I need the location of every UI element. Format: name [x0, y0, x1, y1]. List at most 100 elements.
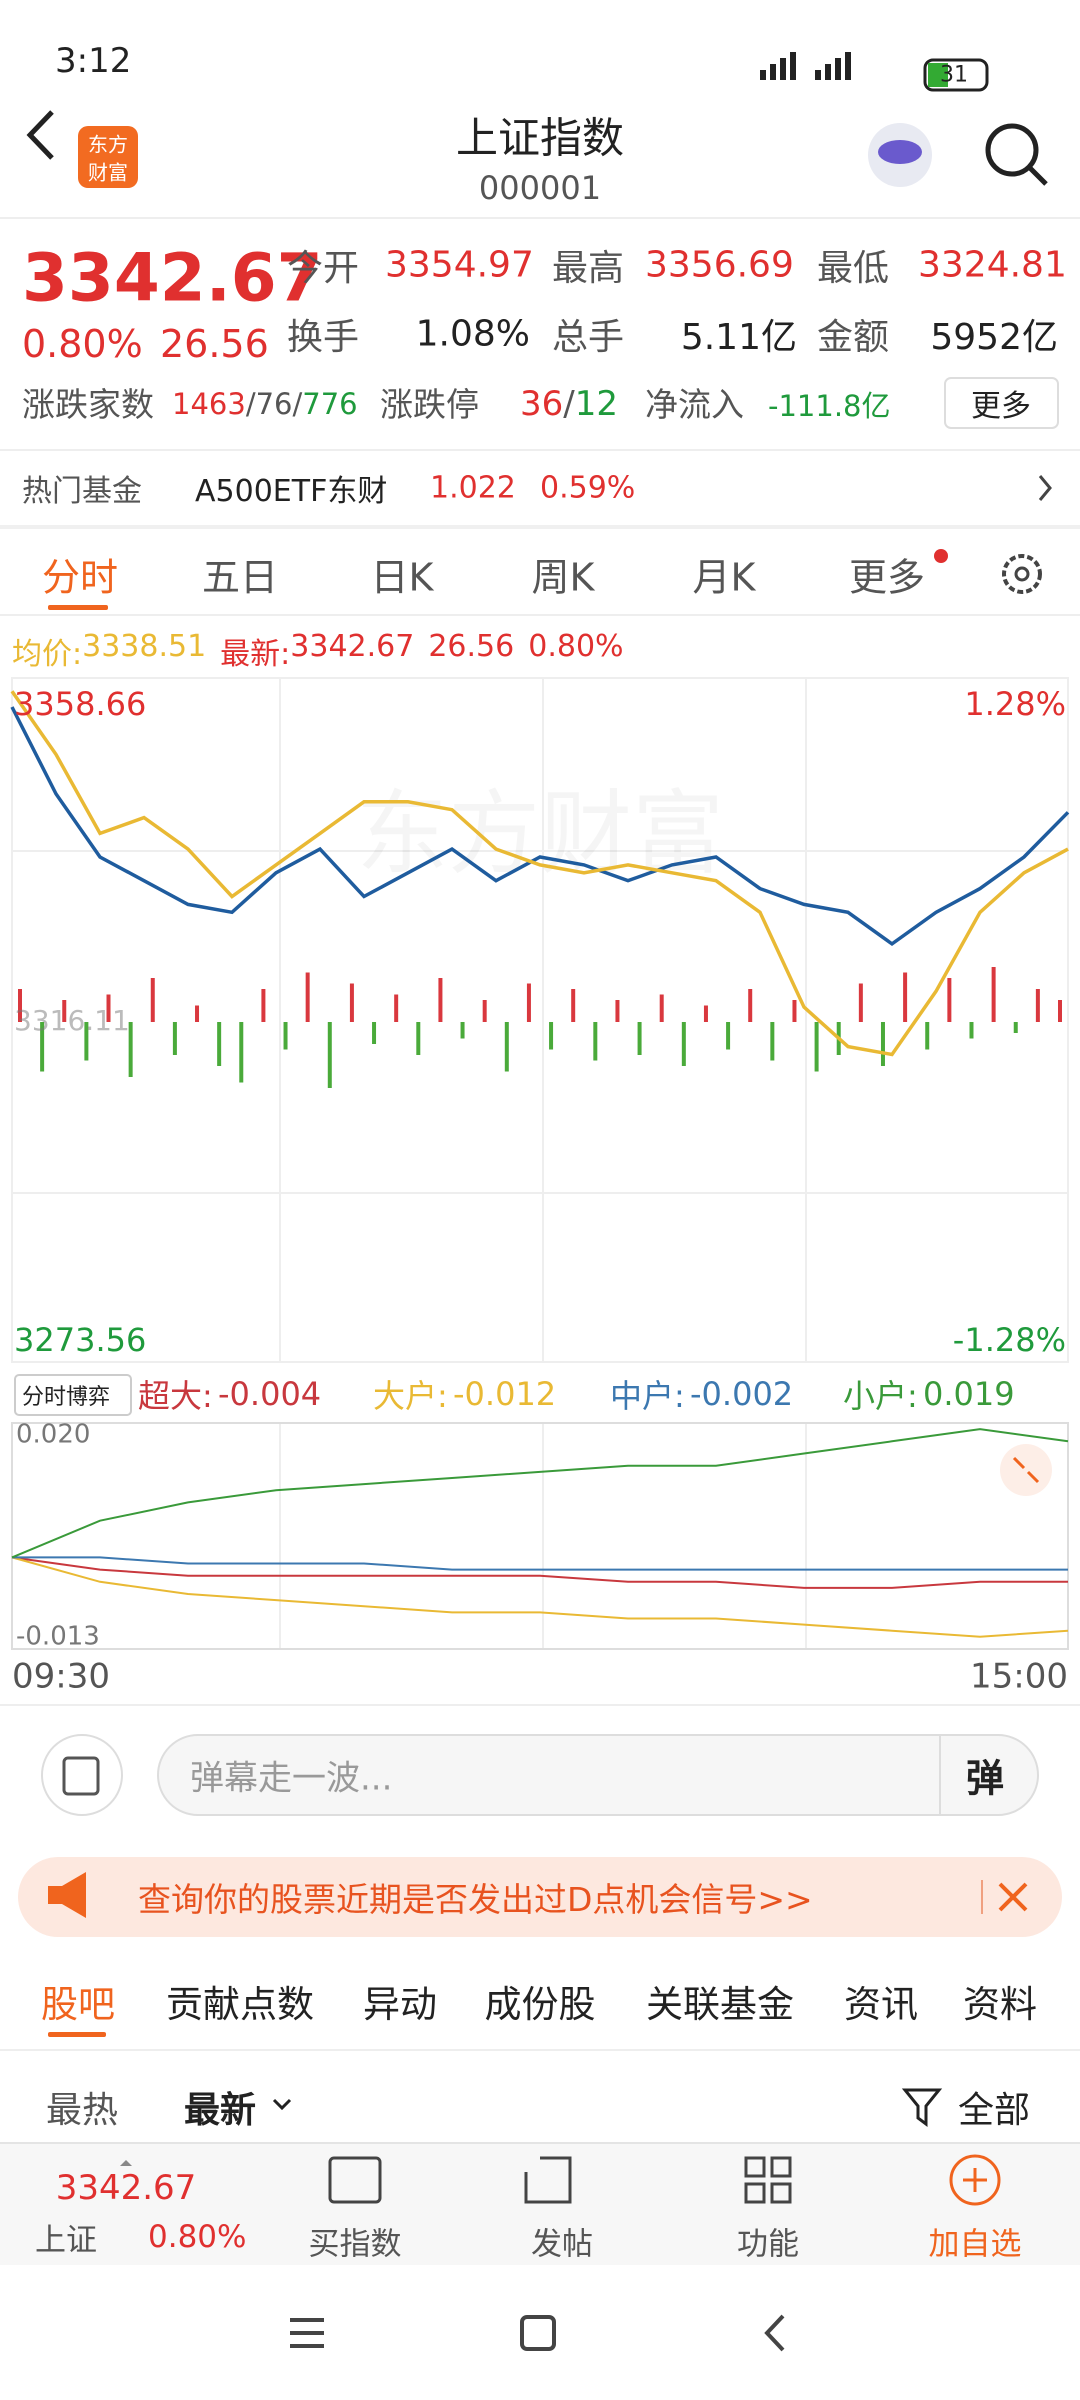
comment-icon[interactable] — [41, 1734, 123, 1816]
filter-icon[interactable] — [901, 2088, 943, 2127]
volume-bar — [1035, 989, 1040, 1022]
bottom-item[interactable]: 功能 — [737, 2226, 799, 2263]
limit-down: 12 — [574, 384, 618, 424]
settings-core — [1014, 566, 1030, 582]
x-tick-label: 15:00 — [970, 1657, 1068, 1697]
sep: / — [245, 387, 256, 421]
stat-value: 3324.81 — [918, 244, 1067, 286]
chevron[interactable] — [1038, 475, 1052, 501]
comment-input[interactable] — [157, 1734, 1039, 1816]
bottom-item[interactable]: 加自选 — [928, 2226, 1022, 2263]
stat-value: 1.08% — [415, 313, 530, 355]
nav-menu[interactable] — [290, 2318, 324, 2348]
close-icon[interactable] — [998, 1882, 1028, 1912]
bottom-pct: 0.80% — [148, 2219, 247, 2255]
volume-bar — [305, 972, 310, 1022]
limit: 36/12 — [520, 384, 618, 424]
avg-label: 均价: — [12, 637, 83, 672]
comment-glyph — [62, 1756, 100, 1796]
volume-bar — [84, 1022, 89, 1061]
chart-tab[interactable]: 月K — [692, 555, 756, 600]
nav-back[interactable] — [764, 2314, 785, 2352]
community-tab[interactable]: 成份股 — [484, 1983, 596, 2026]
comment-placeholder[interactable]: 弹幕走一波... — [190, 1758, 393, 1799]
stat-value: 5.11亿 — [680, 317, 797, 358]
stat-label: 换手 — [287, 317, 360, 358]
community-tab[interactable]: 异动 — [363, 1983, 437, 2026]
flow-selector[interactable]: 分时博弈 — [22, 1385, 111, 1410]
volume-bar — [261, 989, 266, 1022]
more-text[interactable]: 更多 — [971, 389, 1031, 424]
battery-level — [928, 63, 948, 87]
community-tab[interactable]: 资料 — [963, 1983, 1037, 2026]
limit-up: 36 — [520, 384, 564, 424]
fund-change: 0.59% — [540, 470, 636, 506]
y-tick-label: -0.013 — [16, 1621, 100, 1651]
search-icon[interactable] — [985, 123, 1039, 177]
nav-home[interactable] — [520, 2315, 556, 2351]
legend-value: -0.012 — [453, 1375, 557, 1413]
info-line: 均价: 3338.51 最新: 3342.67 26.56 0.80% — [12, 629, 624, 673]
fund-name[interactable]: A500ETF东财 — [195, 474, 388, 509]
buy-icon[interactable] — [328, 2156, 382, 2204]
logo-text: 东方 — [88, 132, 128, 157]
community-tab[interactable]: 资讯 — [844, 1983, 918, 2026]
volume-bar — [460, 1022, 465, 1039]
chart-tab[interactable]: 分时 — [41, 555, 119, 600]
volume-bar — [394, 994, 399, 1022]
down-count: 776 — [302, 387, 358, 421]
sort-new[interactable]: 最新 — [184, 2090, 257, 2131]
community-tab[interactable]: 贡献点数 — [166, 1983, 314, 2026]
sort-hot[interactable]: 最热 — [46, 2090, 119, 2131]
chart-tab[interactable]: 更多 — [848, 555, 926, 600]
volume-bar — [526, 983, 531, 1022]
y-min-label: 3273.56 — [14, 1321, 146, 1359]
code: 000001 — [478, 169, 602, 207]
danmaku-button[interactable]: 弹 — [965, 1756, 1005, 1801]
volume-bar — [549, 1022, 554, 1050]
volume-bar — [792, 1000, 797, 1022]
bottom-item[interactable]: 买指数 — [308, 2226, 402, 2263]
stat-label: 最低 — [817, 248, 890, 289]
sort-all[interactable]: 全部 — [958, 2090, 1031, 2131]
post-icon[interactable] — [524, 2156, 572, 2204]
volume-bar — [858, 983, 863, 1022]
banner-text[interactable]: 查询你的股票近期是否发出过D点机会信号>> — [138, 1880, 813, 1919]
sep: / — [292, 387, 303, 421]
legend-value: -0.004 — [218, 1375, 322, 1413]
price: 3342.67 — [22, 239, 323, 317]
bottom-index: 上证 — [35, 2222, 97, 2259]
expand-arrows — [1012, 1456, 1040, 1484]
community-tab[interactable]: 股吧 — [41, 1983, 115, 2026]
flow-line — [11, 1428, 1069, 1559]
chart-tab[interactable]: 周K — [531, 555, 595, 600]
volume-bar — [106, 994, 111, 1022]
function-icon[interactable] — [744, 2156, 792, 2204]
flow-line — [11, 1556, 1069, 1638]
breadth: 1463/76/776 — [172, 387, 358, 421]
expand-icon[interactable] — [1000, 1444, 1052, 1496]
dropdown-arrow[interactable] — [272, 2098, 292, 2111]
add-icon[interactable] — [949, 2154, 1001, 2206]
selector-box[interactable] — [14, 1374, 132, 1416]
volume-bar — [18, 989, 22, 1022]
volume-bar — [482, 1000, 487, 1022]
volume-bar — [349, 983, 354, 1022]
tab-underline — [48, 2032, 106, 2037]
legend-value: -0.002 — [690, 1375, 794, 1413]
sep: / — [563, 384, 575, 424]
chart-tab[interactable]: 五日 — [201, 555, 279, 600]
chart-tab[interactable]: 日K — [370, 555, 434, 600]
add-plus — [963, 2168, 987, 2192]
volume-bar — [327, 1022, 332, 1088]
settings-icon[interactable] — [1002, 554, 1042, 594]
banner-bg[interactable] — [18, 1857, 1062, 1937]
tab-underline — [48, 605, 108, 610]
charts: 东方财富3316.113358.663273.561.28%-1.28%0.02… — [10, 685, 1070, 1697]
community-tab[interactable]: 关联基金 — [646, 1983, 794, 2026]
more-button[interactable] — [944, 377, 1059, 429]
volume-bar — [1058, 1000, 1062, 1022]
bottom-item[interactable]: 发帖 — [531, 2226, 593, 2263]
back-icon[interactable] — [26, 110, 54, 160]
volume-bar — [372, 1022, 377, 1044]
